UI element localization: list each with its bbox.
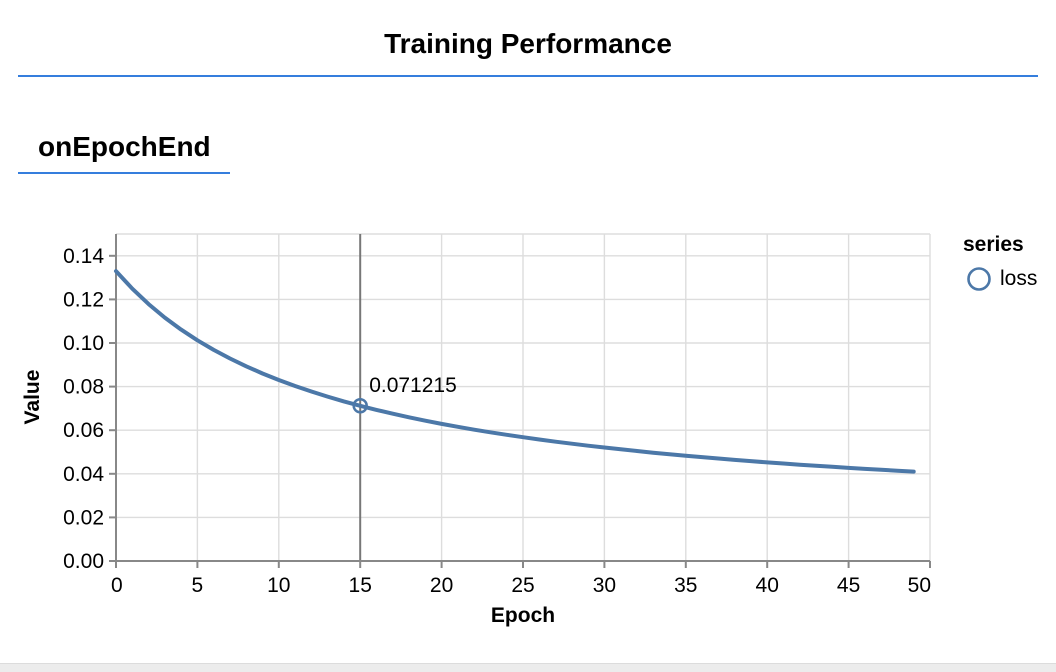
highlight-point: [352, 398, 368, 414]
title-rule: [18, 75, 1038, 77]
legend-title: series: [963, 233, 1024, 256]
legend-symbol-circle: [967, 267, 991, 291]
y-tick-label-0: 0.00: [63, 550, 104, 573]
page-title: Training Performance: [384, 28, 672, 59]
y-axis-title: Value: [21, 369, 44, 425]
x-tick-label-35: 35: [674, 574, 697, 597]
x-tick-label-30: 30: [593, 574, 616, 597]
legend-label: loss: [1000, 267, 1038, 290]
x-tick-label-20: 20: [430, 574, 453, 597]
loss-series-icon: [967, 267, 991, 291]
legend-item-loss: loss: [966, 266, 1053, 292]
section-label: onEpochEnd: [38, 131, 211, 162]
y-tick-label-0.08: 0.08: [63, 376, 104, 399]
x-tick-label-5: 5: [192, 574, 204, 597]
y-tick-label-0.14: 0.14: [63, 245, 104, 268]
legend: series loss: [963, 233, 1053, 292]
y-tick-label-0.04: 0.04: [63, 463, 104, 486]
y-tick-label-0.06: 0.06: [63, 419, 104, 442]
y-tick-label-0.1: 0.10: [63, 332, 104, 355]
y-tick-label-0.12: 0.12: [63, 288, 104, 311]
x-tick-label-25: 25: [511, 574, 534, 597]
y-tick-label-0.02: 0.02: [63, 506, 104, 529]
x-tick-label-15: 15: [349, 574, 372, 597]
footer-strip: [0, 663, 1056, 672]
loss-line: [114, 269, 916, 474]
x-tick-label-45: 45: [837, 574, 860, 597]
x-tick-label-10: 10: [267, 574, 290, 597]
x-tick-label-50: 50: [908, 574, 931, 597]
x-tick-label-0: 0: [111, 574, 123, 597]
tooltip-value: 0.071215: [369, 374, 457, 397]
x-axis-title: Epoch: [490, 604, 556, 627]
section-rule: [18, 172, 230, 174]
x-tick-label-40: 40: [756, 574, 779, 597]
